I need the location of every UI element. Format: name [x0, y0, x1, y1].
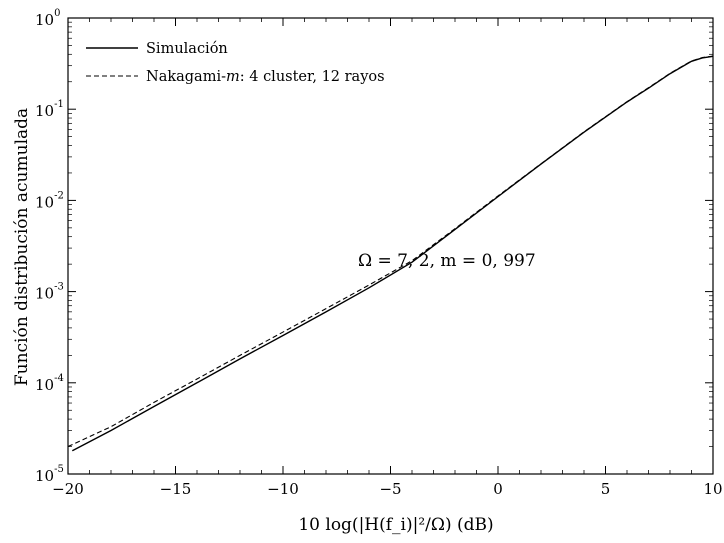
x-tick-label: −5 [379, 480, 401, 498]
legend-label-prefix: Nakagami- [146, 69, 226, 85]
y-tick-label: 10-4 [35, 373, 64, 394]
series-layer [67, 55, 714, 452]
x-axis-label: 10 log(|H(f_i)|²/Ω) (dB) [298, 515, 493, 535]
series-line-simulacion [71, 55, 714, 452]
legend-label-suffix: : 4 cluster, 12 rayos [240, 69, 385, 85]
x-tick-label: −15 [160, 480, 192, 498]
parameter-annotation: Ω = 7, 2, m = 0, 997 [358, 251, 536, 271]
y-tick-label: 100 [35, 8, 60, 29]
x-tick-label: −20 [52, 480, 84, 498]
x-tick-label: 0 [493, 480, 503, 498]
y-tick-label: 10-2 [35, 190, 64, 211]
series-line-nakagami [67, 55, 714, 448]
y-axis-label: Función distribución acumulada [12, 108, 32, 386]
x-tick-label: 10 [703, 480, 722, 498]
y-tick-label: 10-5 [35, 464, 64, 485]
plot-frame [67, 17, 714, 475]
y-tick-label: 10-3 [35, 282, 64, 303]
x-tick-label: −10 [267, 480, 299, 498]
y-tick-label: 10-1 [35, 99, 64, 120]
plot-area [67, 17, 714, 475]
x-axis: −20 −15 −10 −5 0 5 10 [52, 18, 723, 498]
y-axis: 10-5 10-4 10-3 10-2 10-1 100 [35, 8, 713, 485]
legend: Simulación Nakagami-m: 4 cluster, 12 ray… [86, 41, 385, 85]
legend-label-italic: m [226, 69, 240, 85]
legend-label-nakagami: Nakagami-m: 4 cluster, 12 rayos [146, 69, 385, 85]
x-tick-label: 5 [601, 480, 611, 498]
legend-label-simulacion: Simulación [146, 41, 228, 57]
